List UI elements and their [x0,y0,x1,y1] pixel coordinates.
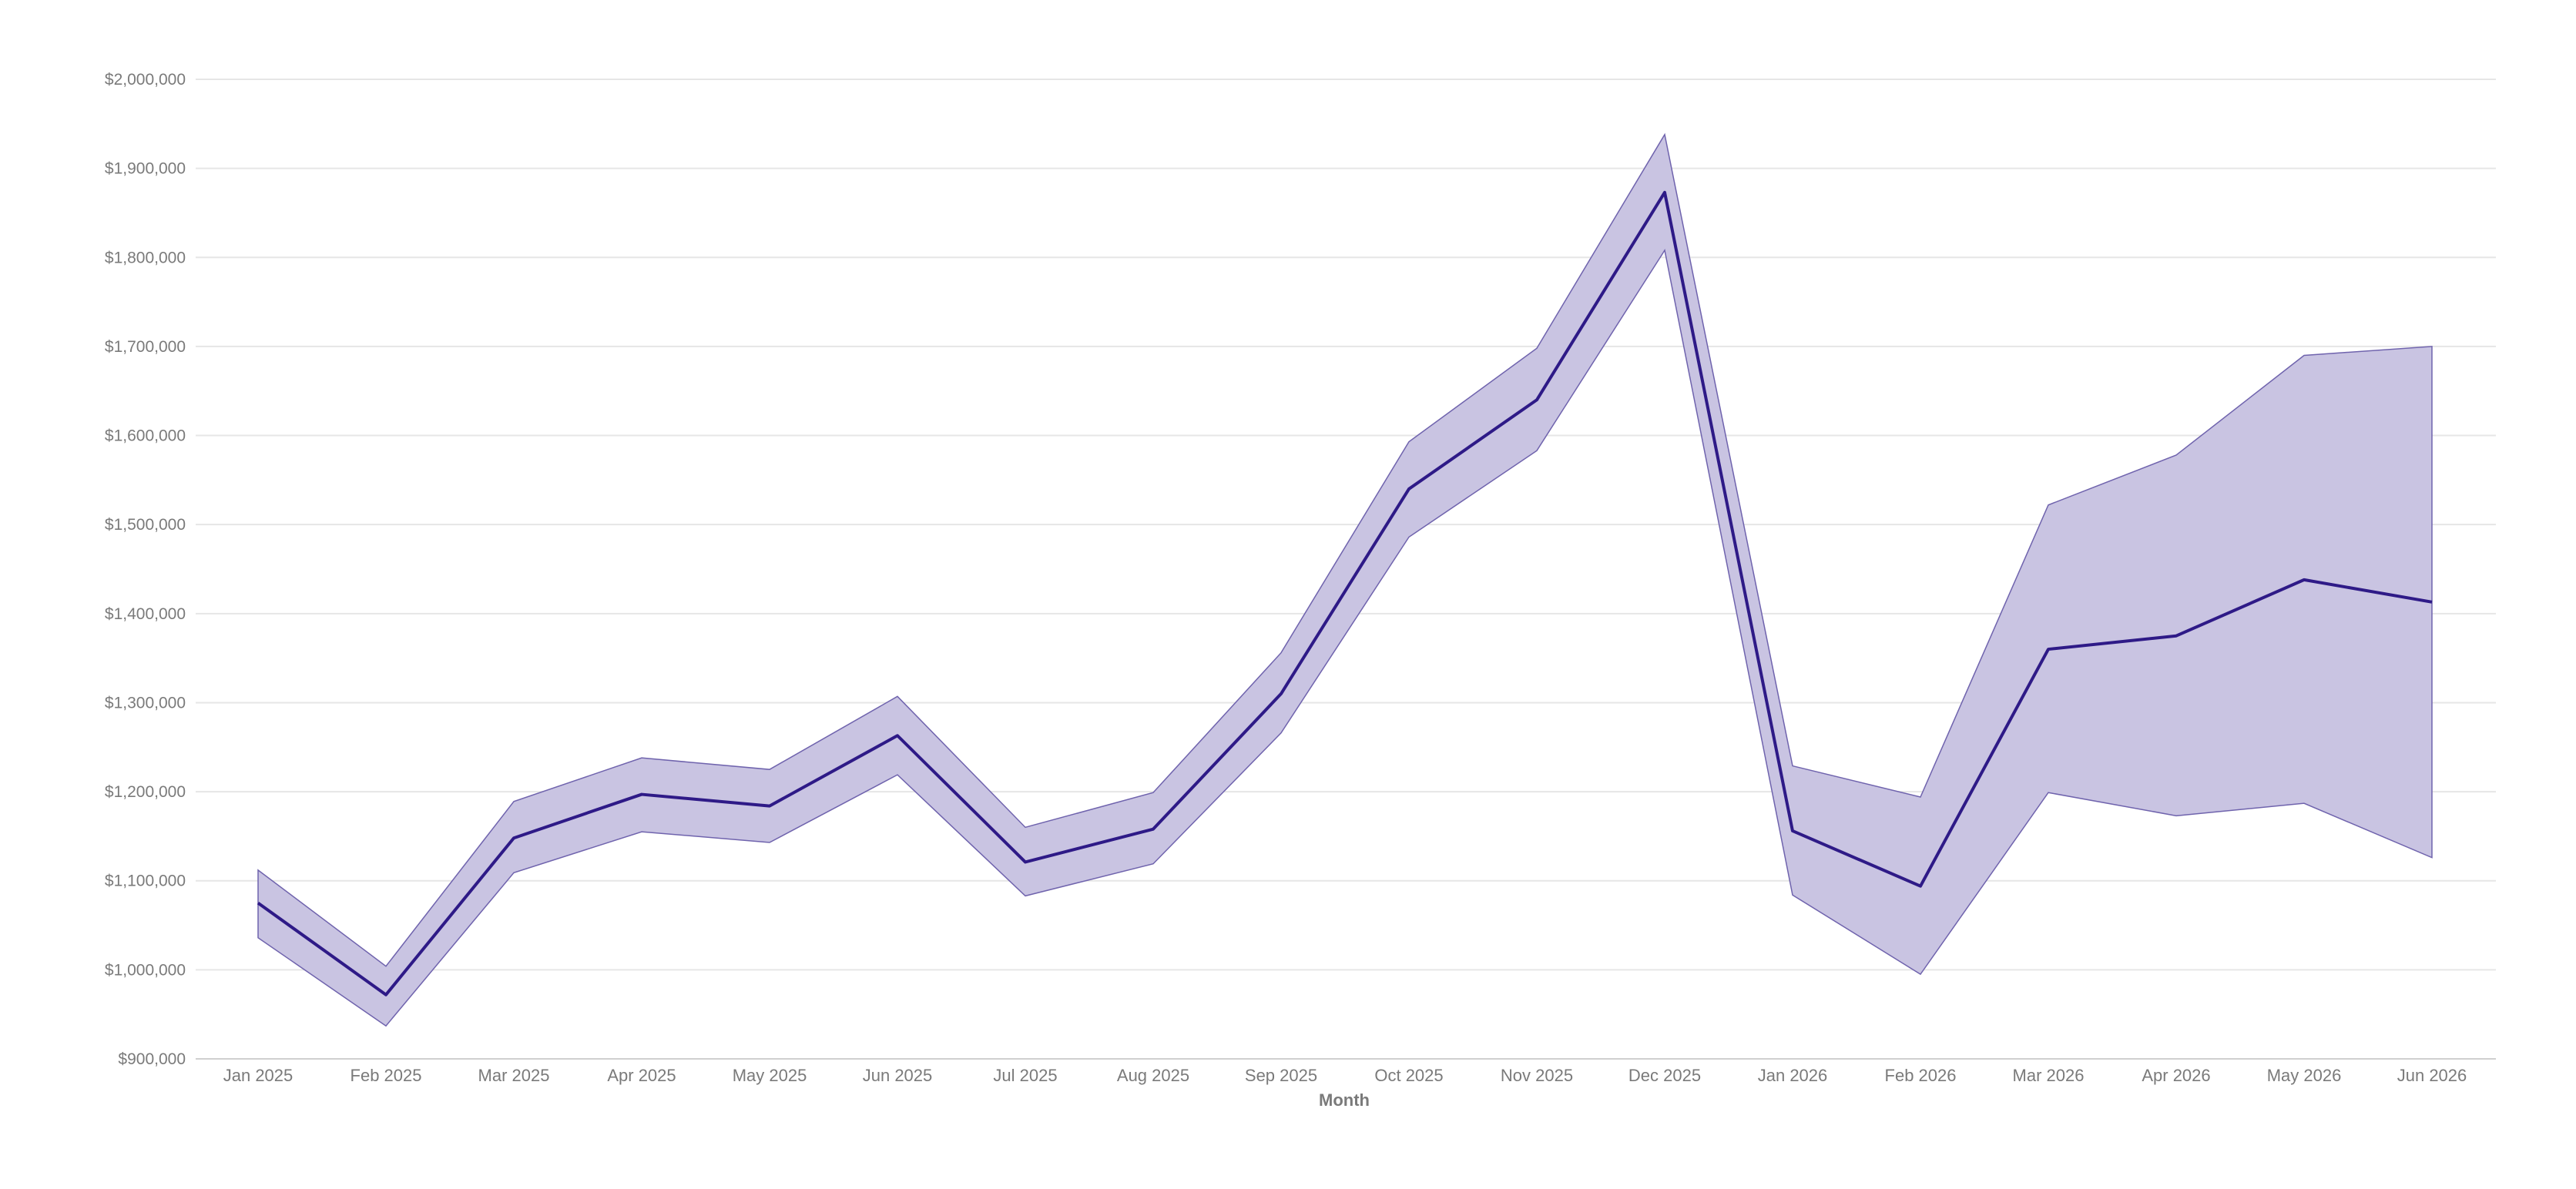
x-tick-label: Jun 2026 [2397,1066,2467,1085]
x-tick-label: Mar 2026 [2013,1066,2085,1085]
x-tick-label: Jan 2025 [223,1066,293,1085]
y-tick-label: $1,400,000 [105,605,186,623]
x-tick-label: Mar 2025 [478,1066,550,1085]
y-tick-label: $1,100,000 [105,872,186,890]
confidence-band [257,132,2433,1027]
y-tick-label: $1,500,000 [105,516,186,534]
y-tick-label: $1,700,000 [105,338,186,356]
y-tick-label: $2,000,000 [105,71,186,89]
x-tick-label: Jul 2025 [993,1066,1057,1085]
x-tick-label: Aug 2025 [1117,1066,1189,1085]
y-tick-label: $1,200,000 [105,783,186,801]
x-tick-label: Apr 2025 [607,1066,676,1085]
y-tick-label: $1,600,000 [105,427,186,445]
x-tick-label: Nov 2025 [1501,1066,1573,1085]
x-tick-label: May 2026 [2267,1066,2342,1085]
x-tick-label: Jan 2026 [1758,1066,1828,1085]
y-tick-label: $1,300,000 [105,694,186,712]
x-axis-label: Month [1319,1090,1370,1110]
x-tick-label: Oct 2025 [1374,1066,1443,1085]
x-tick-label: Feb 2026 [1885,1066,1957,1085]
series-line [257,190,2433,996]
x-tick-label: Apr 2026 [2142,1066,2210,1085]
x-tick-label: Feb 2025 [351,1066,422,1085]
x-tick-label: May 2025 [733,1066,807,1085]
y-tick-label: $1,900,000 [105,160,186,178]
x-tick-label: Sep 2025 [1245,1066,1317,1085]
x-tick-label: Jun 2025 [863,1066,933,1085]
y-tick-label: $1,000,000 [105,961,186,979]
x-tick-label: Dec 2025 [1628,1066,1701,1085]
series-line-layer [257,190,2433,996]
y-tick-label: $900,000 [118,1050,186,1068]
y-axis: $900,000 $1,000,000 $1,100,000 $1,200,000 $1… [105,71,186,1068]
x-axis: Jan 2025 Feb 2025 Mar 2025 Apr 2025 May 2025… [223,1066,2467,1085]
confidence-band-layer [257,132,2433,1027]
y-tick-label: $1,800,000 [105,249,186,266]
